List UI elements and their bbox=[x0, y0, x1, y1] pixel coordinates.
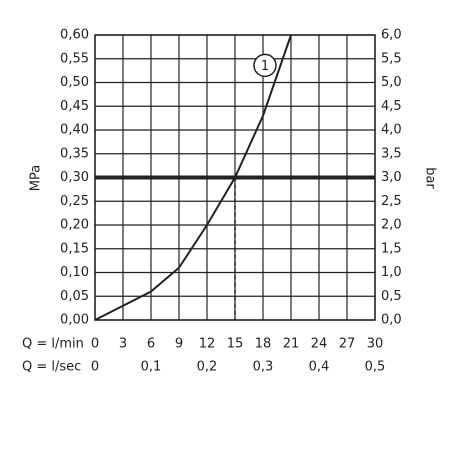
x-tick-label: 15 bbox=[227, 337, 244, 352]
series-label: 1 bbox=[261, 59, 269, 74]
x-tick-label: 27 bbox=[339, 337, 356, 352]
line bbox=[94, 34, 292, 321]
y2-tick-label: 4,5 bbox=[381, 99, 402, 114]
x-tick-label: 12 bbox=[199, 337, 216, 352]
y2-tick-label: 2,0 bbox=[381, 218, 402, 233]
x2-tick-label: 0 bbox=[91, 360, 99, 375]
x-tick-label: 3 bbox=[119, 337, 127, 352]
x2-tick-label: 0,3 bbox=[253, 360, 274, 375]
y2-tick-label: 2,5 bbox=[381, 194, 402, 209]
x2-tick-label: 0,4 bbox=[309, 360, 330, 375]
x-axis-label: Q = l/min bbox=[22, 337, 84, 352]
y2-tick-label: 3,0 bbox=[381, 170, 402, 185]
y-tick-label: 0,60 bbox=[60, 28, 89, 43]
y-tick-label: 0,55 bbox=[60, 51, 89, 66]
y-tick-label: 0,20 bbox=[60, 218, 89, 233]
y2-tick-label: 4,0 bbox=[381, 123, 402, 138]
y2-tick-label: 0,0 bbox=[381, 313, 402, 328]
y-axis-label: MPa bbox=[29, 165, 44, 191]
x-tick-label: 24 bbox=[311, 337, 328, 352]
y2-tick-label: 0,5 bbox=[381, 289, 402, 304]
y-tick-label: 0,40 bbox=[60, 123, 89, 138]
y-tick-label: 0,45 bbox=[60, 99, 89, 114]
x-tick-label: 0 bbox=[91, 337, 99, 352]
series-label-circle bbox=[253, 53, 277, 78]
y2-tick-label: 6,0 bbox=[381, 28, 402, 43]
y-tick-label: 0,50 bbox=[60, 75, 89, 90]
plot-frame bbox=[94, 34, 376, 321]
x-tick-label: 9 bbox=[175, 337, 183, 352]
y-tick-label: 0,30 bbox=[60, 170, 89, 185]
y-tick-label: 0,35 bbox=[60, 146, 89, 161]
y-tick-label: 0,05 bbox=[60, 289, 89, 304]
x2-tick-label: 0,1 bbox=[141, 360, 162, 375]
y2-tick-label: 1,5 bbox=[381, 241, 402, 256]
y-tick-label: 0,15 bbox=[60, 241, 89, 256]
x-tick-label: 18 bbox=[255, 337, 272, 352]
x2-tick-label: 0,5 bbox=[365, 360, 386, 375]
x2-axis-label: Q = l/sec bbox=[22, 360, 81, 375]
y-tick-label: 0,00 bbox=[60, 313, 89, 328]
y2-tick-label: 5,0 bbox=[381, 75, 402, 90]
y-tick-label: 0,10 bbox=[60, 265, 89, 280]
y2-tick-label: 1,0 bbox=[381, 265, 402, 280]
y2-axis-label: bar bbox=[423, 167, 438, 189]
x-tick-label: 21 bbox=[283, 337, 300, 352]
x-tick-label: 30 bbox=[367, 337, 384, 352]
x-tick-label: 6 bbox=[147, 337, 155, 352]
y2-tick-label: 5,5 bbox=[381, 51, 402, 66]
y2-tick-label: 3,5 bbox=[381, 146, 402, 161]
x2-tick-label: 0,2 bbox=[197, 360, 218, 375]
y-tick-label: 0,25 bbox=[60, 194, 89, 209]
